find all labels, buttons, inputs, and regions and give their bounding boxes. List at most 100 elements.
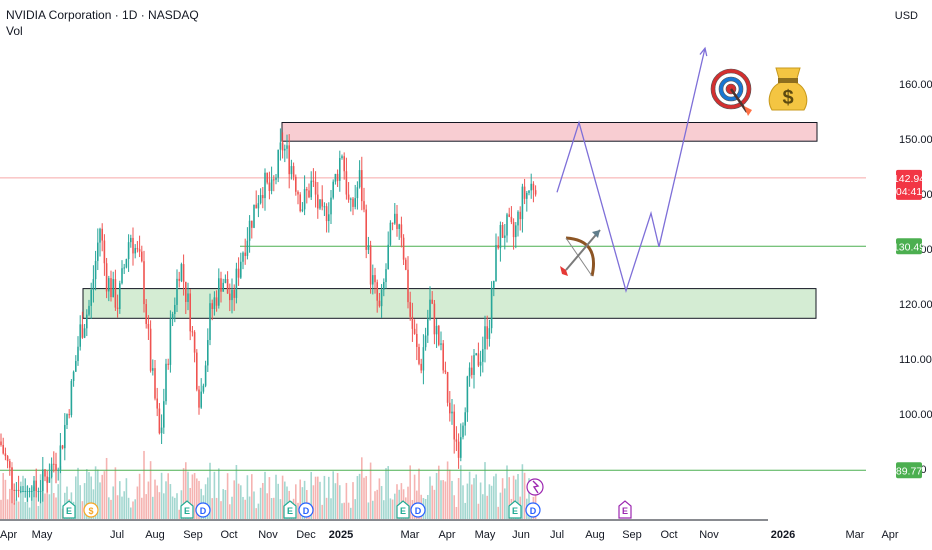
currency-label[interactable]: USD (894, 10, 918, 22)
volume-bar (209, 462, 211, 519)
event-marker[interactable]: E (508, 500, 522, 519)
volume-bar (259, 487, 262, 519)
candle-body (13, 489, 15, 491)
event-marker[interactable]: $ (83, 502, 99, 518)
candle-body (11, 467, 13, 490)
volume-bar (240, 485, 242, 519)
candle-body (402, 237, 405, 260)
candle-body (33, 480, 35, 491)
candle-body (268, 182, 271, 191)
candle-body (418, 346, 420, 364)
candle (28, 487, 31, 498)
volume-bar (365, 476, 367, 519)
event-marker[interactable]: D (410, 502, 426, 518)
volume-bar (81, 501, 84, 519)
level-badge[interactable] (896, 462, 922, 479)
volume-indicator-label[interactable]: Vol (6, 24, 23, 38)
candle-body (528, 190, 530, 193)
event-marker[interactable]: D (298, 502, 314, 518)
zones-layer (82, 122, 818, 319)
candle (484, 315, 486, 363)
candle-body (22, 491, 24, 492)
candle (528, 190, 530, 196)
event-marker[interactable]: D (195, 502, 211, 518)
volume-bar (336, 472, 339, 519)
candle-body (380, 289, 383, 307)
last-price-badge[interactable] (896, 169, 922, 200)
volume-bar (251, 474, 253, 519)
candle (391, 222, 394, 231)
volume-bar (99, 482, 101, 519)
candle (55, 452, 57, 484)
candle (178, 271, 180, 288)
candle-body (127, 242, 130, 260)
candle (143, 250, 145, 313)
candle (156, 387, 158, 417)
candle (90, 282, 92, 319)
x-tick-label: 2026 (771, 529, 795, 541)
resistance-zone[interactable] (281, 122, 818, 142)
candle (112, 271, 114, 298)
candle-body (301, 209, 304, 212)
volume-bar (495, 473, 497, 519)
candle (515, 222, 517, 249)
event-marker[interactable]: E (618, 500, 632, 519)
candle-body (281, 142, 284, 151)
candle (383, 278, 385, 297)
volume-bar (136, 486, 139, 519)
event-marker[interactable]: E (62, 500, 76, 519)
x-tick-label: Apr (438, 529, 455, 541)
target-icon (710, 68, 752, 116)
candle-body (312, 180, 315, 182)
event-marker[interactable]: D (525, 502, 541, 518)
support-zone[interactable] (82, 288, 817, 319)
candle (292, 162, 295, 181)
candle (171, 311, 174, 327)
candle (405, 257, 407, 271)
projection-path[interactable] (556, 48, 706, 294)
projection-layer (556, 46, 708, 294)
candle-body (405, 259, 407, 270)
volume-bar (211, 498, 213, 519)
event-letter: D (200, 506, 207, 516)
volume-bar (145, 494, 147, 519)
candle (457, 433, 460, 469)
volume-bar (160, 472, 163, 519)
candle (510, 206, 513, 225)
candle (189, 289, 191, 341)
candle-body (119, 283, 121, 309)
candle (220, 271, 222, 303)
candle-body (391, 222, 394, 224)
candle (64, 413, 66, 461)
event-marker[interactable]: E (396, 500, 410, 519)
candle-body (479, 361, 482, 366)
candle (416, 323, 418, 361)
target-dart (729, 88, 749, 113)
volume-bar (125, 478, 128, 519)
candle-body (411, 316, 414, 329)
candle (350, 197, 352, 212)
candle-body (374, 275, 376, 283)
volume-bar (515, 479, 517, 519)
candle (26, 485, 29, 502)
candle-body (372, 275, 374, 285)
candle-body (383, 282, 385, 290)
candle-body (207, 340, 209, 366)
candle-body (79, 324, 81, 347)
candle (477, 342, 480, 368)
candle-body (308, 190, 310, 198)
volume-bar (24, 502, 26, 519)
event-marker[interactable]: E (180, 500, 194, 519)
volume-bar (138, 473, 141, 519)
candle-body (530, 183, 532, 191)
level-label: 89.77 (896, 465, 922, 477)
candle-body (156, 398, 158, 409)
level-badge[interactable] (896, 238, 922, 255)
symbol-title[interactable]: NVIDIA Corporation · 1D · NASDAQ (6, 8, 199, 22)
volume-bar (15, 499, 18, 519)
volume-bar (44, 493, 46, 519)
candle (396, 204, 398, 237)
event-marker[interactable]: E (283, 500, 297, 519)
